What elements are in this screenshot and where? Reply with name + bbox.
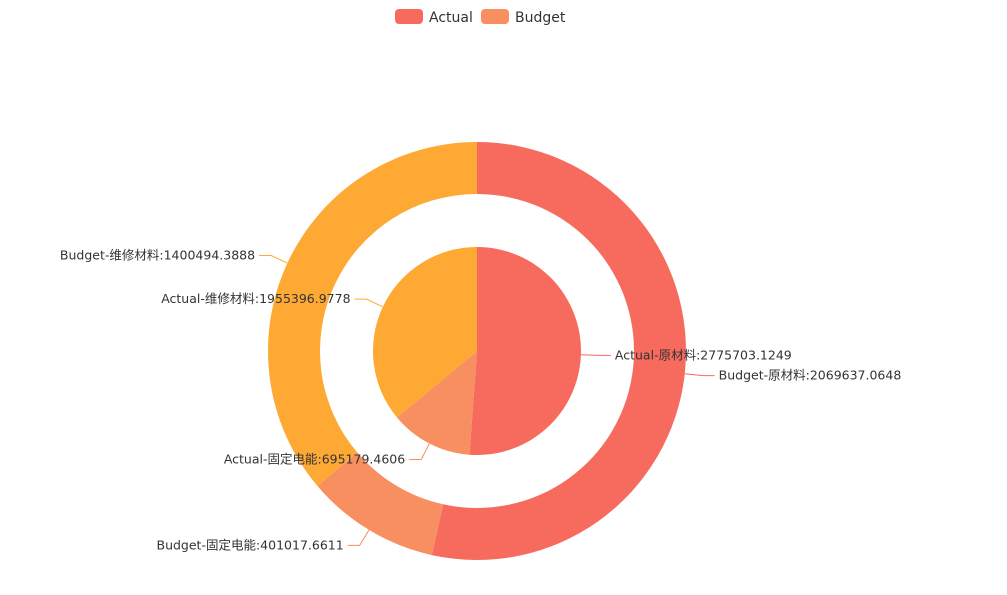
label-line-budget-0 (684, 373, 715, 377)
legend-item-budget[interactable]: Budget (481, 9, 566, 26)
slice-actual-1[interactable] (397, 351, 477, 455)
slice-budget-1[interactable] (317, 452, 444, 556)
label-line-budget-1 (347, 529, 370, 546)
legend-label-budget: Budget (515, 10, 566, 26)
legend: Actual Budget (395, 9, 566, 26)
slice-label-budget-2: Budget-维修材料:1400494.3888 (60, 247, 255, 262)
legend-swatch-actual (395, 9, 423, 24)
slice-actual-0[interactable] (469, 247, 581, 455)
slice-label-budget-0: Budget-原材料:2069637.0648 (719, 368, 902, 383)
label-line-budget-2 (259, 254, 288, 264)
slice-label-actual-0: Actual-原材料:2775703.1249 (615, 347, 792, 362)
legend-swatch-budget (481, 9, 509, 24)
slice-labels: Actual-原材料:2775703.1249 Actual-固定电能:69517… (60, 247, 901, 552)
legend-item-actual[interactable]: Actual (395, 9, 473, 26)
slice-actual-2[interactable] (373, 247, 477, 418)
slice-budget-0[interactable] (431, 142, 687, 561)
label-line-actual-2 (354, 298, 384, 308)
slice-label-budget-1: Budget-固定电能:401017.6611 (157, 537, 344, 552)
slice-label-actual-2: Actual-维修材料:1955396.9778 (161, 291, 350, 306)
label-line-actual-1 (409, 443, 430, 460)
label-line-actual-0 (580, 354, 611, 356)
pie-slices (268, 142, 687, 561)
slice-budget-2[interactable] (268, 142, 477, 487)
legend-label-actual: Actual (429, 10, 473, 26)
slice-label-actual-1: Actual-固定电能:695179.4606 (224, 451, 405, 466)
